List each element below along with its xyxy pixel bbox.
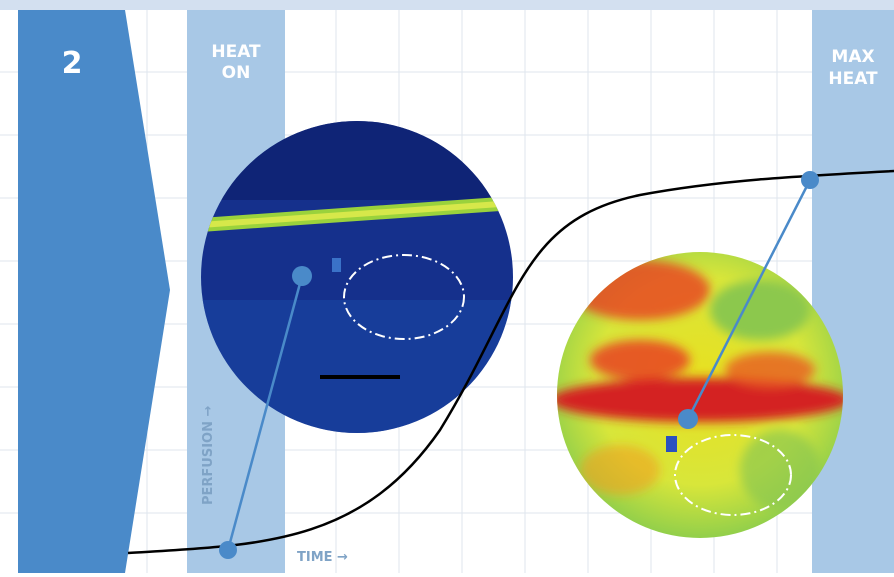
x-axis-label: TIME →	[297, 550, 348, 565]
y-axis-label: PERFUSION →	[201, 405, 216, 505]
image-point	[678, 409, 698, 429]
band-label: ON	[222, 63, 251, 83]
diagram: 2 HEAT ON MAX HEAT PERFUSION → TIME →	[0, 0, 894, 573]
curve-point	[219, 541, 237, 559]
band-label: HEAT	[211, 42, 261, 62]
band-label: HEAT	[828, 69, 878, 89]
image-point	[292, 266, 312, 286]
curve-point	[801, 171, 819, 189]
max-heat-band	[812, 10, 894, 573]
band-label: MAX	[831, 47, 874, 67]
step-number: 2	[62, 46, 83, 81]
top-border	[0, 0, 894, 10]
